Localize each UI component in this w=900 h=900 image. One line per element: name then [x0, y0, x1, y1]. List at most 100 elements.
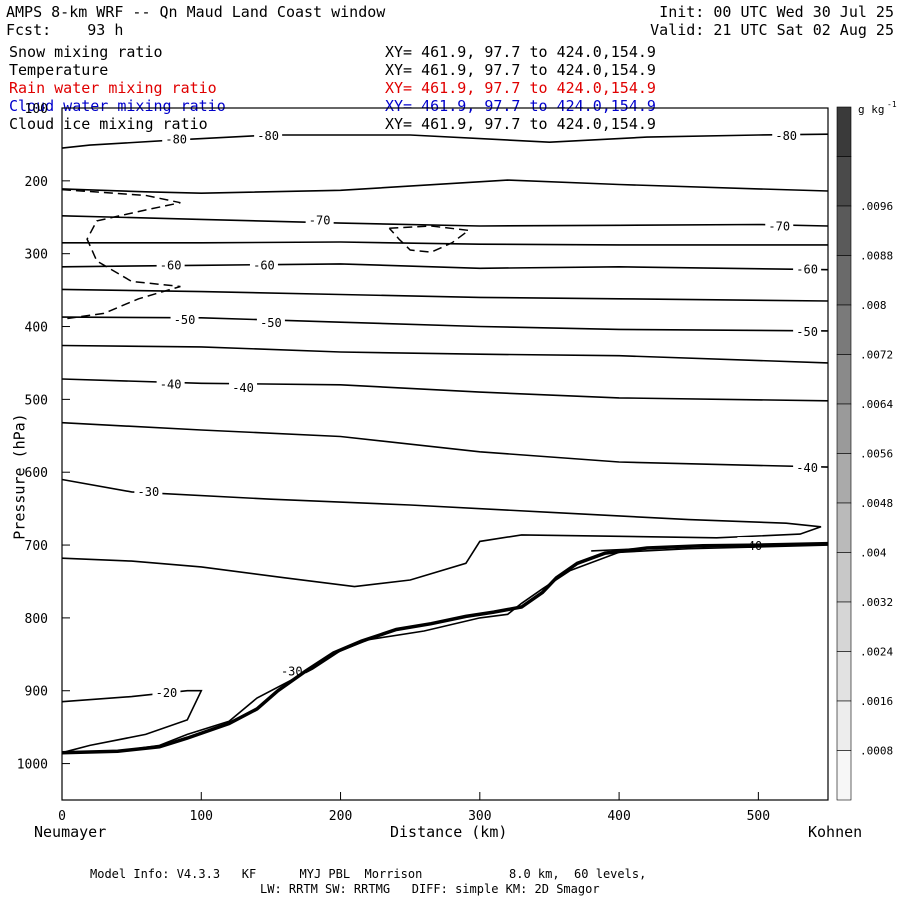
model-info-line2: LW: RRTM SW: RRTMG DIFF: simple KM: 2D S…: [260, 882, 600, 896]
snow-mixing-contour: [388, 225, 471, 253]
colorbar-swatch: [836, 255, 852, 306]
colorbar-swatch: [836, 552, 852, 603]
temperature-contour: [62, 241, 828, 246]
y-tick-label: 1000: [17, 758, 48, 773]
contour-label: -60: [796, 262, 818, 276]
contour-label: -60: [253, 259, 275, 273]
colorbar-swatch: [836, 106, 852, 157]
y-tick-label: 200: [25, 175, 48, 190]
contour-label-bg: [162, 130, 191, 146]
plot-frame: [61, 107, 829, 801]
contour-label-bg: [793, 260, 822, 276]
temperature-contour: [61, 344, 829, 364]
contour-label: -20: [156, 686, 178, 700]
contour-label: -40: [160, 377, 182, 391]
contour-label: -80: [257, 129, 279, 143]
contour-label-bg: [156, 256, 185, 272]
colorbar-swatch: [836, 403, 852, 454]
colorbar-label: .008: [860, 299, 887, 312]
contour-label-bg: [793, 322, 822, 338]
colorbar-label: .0072: [860, 349, 893, 362]
contour-label: -30: [138, 485, 160, 499]
x-tick-label: 100: [190, 809, 213, 824]
colorbar-swatch: [836, 502, 852, 553]
contour-label-bg: [772, 126, 801, 142]
init-time: Init: 00 UTC Wed 30 Jul 25: [659, 3, 894, 21]
contour-label: -40: [232, 381, 254, 395]
colorbar-label: .0016: [860, 695, 893, 708]
field-name: Snow mixing ratio: [9, 43, 163, 61]
colorbar-unit: g kg: [858, 103, 885, 116]
field-cross-section: XY= 461.9, 97.7 to 424.0,154.9: [385, 61, 656, 79]
field-cross-section: XY= 461.9, 97.7 to 424.0,154.9: [385, 79, 656, 97]
colorbar-label: .0064: [860, 398, 893, 411]
colorbar-label: .0048: [860, 497, 893, 510]
x-tick-label: 500: [747, 809, 770, 824]
field-cross-section: XY= 461.9, 97.7 to 424.0,154.9: [385, 43, 656, 61]
temperature-contour: [61, 133, 829, 149]
right-station-label: Kohnen: [808, 823, 863, 841]
contour-label-bg: [277, 662, 306, 678]
field-name: Rain water mixing ratio: [9, 79, 217, 97]
contour-label-bg: [229, 378, 258, 394]
y-tick-label: 300: [25, 248, 48, 263]
y-tick-label: 900: [25, 685, 48, 700]
colorbar-swatch: [836, 750, 852, 801]
left-station-label: Neumayer: [34, 823, 107, 841]
colorbar-label: .0056: [860, 448, 893, 461]
contour-label: -70: [309, 213, 331, 227]
contour-label-bg: [170, 311, 199, 327]
field-name: Cloud ice mixing ratio: [9, 115, 208, 133]
x-tick-label: 200: [329, 809, 352, 824]
contour-label: -30: [281, 664, 303, 678]
contour-label: -50: [260, 316, 282, 330]
contour-label-bg: [256, 314, 285, 330]
colorbar-label: .0088: [860, 250, 893, 263]
temperature-contour: [61, 478, 822, 588]
contour-label: -80: [775, 129, 797, 143]
field-name: Temperature: [9, 61, 109, 79]
contour-label: -40: [796, 461, 818, 475]
x-tick-label: 0: [58, 809, 66, 824]
temperature-contour: [61, 689, 203, 754]
temperature-contour: [61, 288, 829, 302]
colorbar-label: .004: [860, 547, 887, 560]
x-axis-label: Distance (km): [390, 823, 508, 841]
model-info-line1: Model Info: V4.3.3 KF MYJ PBL Morrison 8…: [90, 867, 647, 881]
y-tick-label: 400: [25, 321, 48, 336]
colorbar-unit-exponent: -1: [887, 100, 897, 109]
field-name: Cloud water mixing ratio: [9, 97, 226, 115]
contour-label: -80: [165, 133, 187, 147]
colorbar-swatch: [836, 354, 852, 405]
contour-label: -50: [174, 313, 196, 327]
y-tick-label: 500: [25, 393, 48, 408]
colorbar-swatch: [836, 700, 852, 751]
contour-label-bg: [793, 459, 822, 475]
contour-label-bg: [152, 684, 181, 700]
contour-label: -60: [160, 259, 182, 273]
colorbar-swatch: [836, 601, 852, 652]
contour-label-bg: [156, 375, 185, 391]
temperature-contour: [61, 421, 829, 468]
colorbar-label: .0024: [860, 646, 893, 659]
contour-label: -70: [768, 219, 790, 233]
temperature-contour: [61, 544, 829, 754]
x-tick-label: 300: [468, 809, 491, 824]
contour-label-bg: [765, 217, 794, 233]
y-tick-label: 600: [25, 466, 48, 481]
contour-label: -50: [796, 325, 818, 339]
forecast-hour: Fcst: 93 h: [6, 21, 124, 39]
contour-label-bg: [134, 483, 163, 499]
colorbar-swatch: [836, 156, 852, 207]
terrain-line: [61, 541, 829, 755]
temperature-contour: [61, 179, 829, 195]
colorbar-label: .0032: [860, 596, 893, 609]
contour-label-bg: [254, 126, 283, 142]
field-cross-section: XY= 461.9, 97.7 to 424.0,154.9: [385, 97, 656, 115]
colorbar-swatch: [836, 304, 852, 355]
colorbar-swatch: [836, 453, 852, 504]
y-tick-label: 100: [25, 102, 48, 117]
valid-time: Valid: 21 UTC Sat 02 Aug 25: [650, 21, 894, 39]
y-tick-label: 700: [25, 539, 48, 554]
